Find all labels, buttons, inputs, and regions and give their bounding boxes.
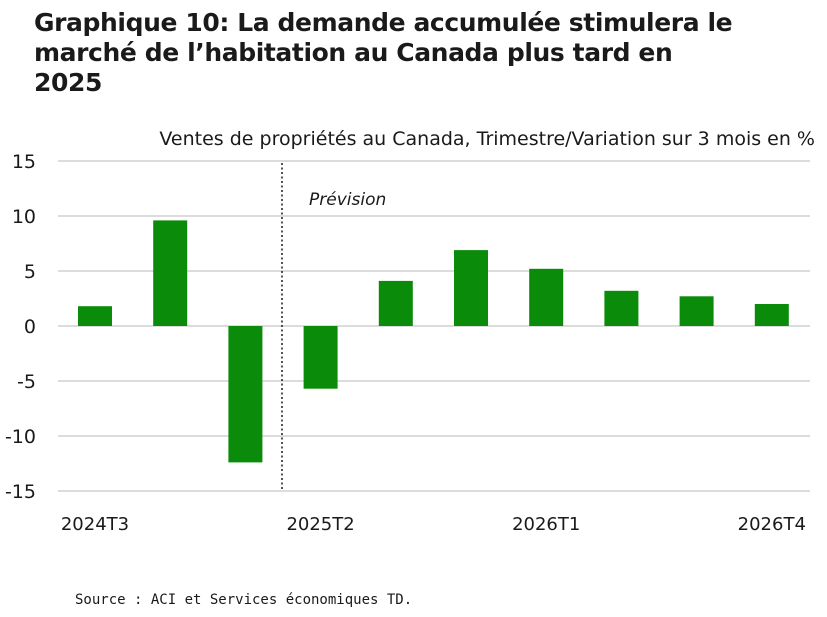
x-tick-label: 2024T3 <box>61 514 129 535</box>
bar-2025T4 <box>454 250 488 326</box>
bar-2026T3 <box>679 296 714 326</box>
y-tick-label: 10 <box>12 206 36 228</box>
source-note: Source : ACI et Services économiques TD. <box>75 592 413 608</box>
y-tick-label: 15 <box>12 151 36 173</box>
bar-2024T4 <box>153 220 188 326</box>
y-tick-label: -15 <box>5 481 36 503</box>
y-tick-label: 5 <box>24 261 36 283</box>
bar-2025T2 <box>303 326 338 389</box>
bar-2025T3 <box>378 280 413 326</box>
y-tick-label: -10 <box>5 426 36 448</box>
x-tick-label: 2026T4 <box>738 514 806 535</box>
x-tick-label: 2025T2 <box>286 514 354 535</box>
y-tick-label: 0 <box>24 316 36 338</box>
forecast-label: Prévision <box>309 190 386 210</box>
chart-subtitle: Ventes de propriétés au Canada, Trimestr… <box>159 128 815 150</box>
bar-2026T1 <box>529 268 564 326</box>
bar-2025T1 <box>228 326 263 463</box>
chart-title: Graphique 10: La demande accumulée stimu… <box>34 8 733 97</box>
bar-2026T4 <box>754 304 789 326</box>
bar-2024T3 <box>78 306 112 326</box>
bar-2026T2 <box>604 290 639 326</box>
x-tick-label: 2026T1 <box>512 514 580 535</box>
y-tick-label: -5 <box>17 371 36 393</box>
